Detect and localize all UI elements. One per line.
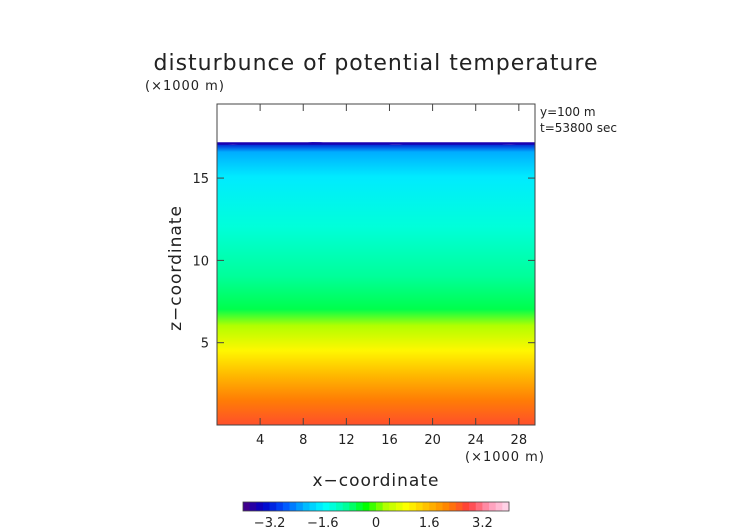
colorbar-segment [429, 502, 437, 511]
colorbar-segment [415, 502, 423, 511]
colorbar-segment [376, 502, 384, 511]
colorbar-frame [242, 501, 510, 512]
colorbar-segment [482, 502, 490, 511]
plot-frame [216, 103, 536, 426]
colorbar-segment [462, 502, 470, 511]
x-tick-label: 20 [424, 433, 441, 448]
y-tick-label: 5 [201, 337, 209, 352]
colorbar-segment [289, 502, 297, 511]
colorbar-segment [296, 502, 304, 511]
colorbar-tick-label: −3.2 [254, 516, 286, 531]
colorbar-segment [249, 502, 257, 511]
y-tick-label: 10 [192, 254, 209, 269]
colorbar-segment [435, 502, 443, 511]
colorbar-segment [495, 502, 503, 511]
x-tick-label: 16 [381, 433, 398, 448]
x-tick-label: 24 [467, 433, 484, 448]
colorbar-segment [256, 502, 264, 511]
x-tick-label: 4 [256, 433, 264, 448]
colorbar-segment [362, 502, 370, 511]
colorbar-segment [442, 502, 450, 511]
colorbar-segment [502, 502, 510, 511]
colorbar-segment [322, 502, 330, 511]
y-unit-note: (×1000 m) [145, 79, 225, 94]
colorbar-segment [369, 502, 377, 511]
colorbar-segment [276, 502, 284, 511]
annotation-time: t=53800 sec [540, 121, 617, 135]
heatmap-plot-area: 4 8 12 16 20 24 28 5 10 15 [192, 103, 536, 448]
colorbar-segment [382, 502, 390, 511]
colorbar-segment [469, 502, 477, 511]
colorbar-segment [336, 502, 344, 511]
colorbar: −3.2 −1.6 0 1.6 3.2 [242, 501, 510, 531]
colorbar-segment [269, 502, 277, 511]
colorbar-segment [489, 502, 497, 511]
colorbar-segment [349, 502, 357, 511]
annotation-y: y=100 m [540, 105, 596, 119]
colorbar-segment [409, 502, 417, 511]
colorbar-segment [262, 502, 270, 511]
y-tick-label: 15 [192, 172, 209, 187]
colorbar-segment [402, 502, 410, 511]
colorbar-tick-label: 0 [372, 516, 380, 531]
x-tick-label: 8 [299, 433, 307, 448]
colorbar-segment [389, 502, 397, 511]
x-axis-label: x−coordinate [313, 471, 440, 491]
colorbar-tick-label: −1.6 [307, 516, 339, 531]
colorbar-segment [342, 502, 350, 511]
colorbar-segment [243, 502, 251, 511]
colorbar-segment [395, 502, 403, 511]
colorbar-segment [309, 502, 317, 511]
colorbar-segment [356, 502, 364, 511]
colorbar-segment [475, 502, 483, 511]
colorbar-segment [316, 502, 324, 511]
colorbar-segment [329, 502, 337, 511]
chart-title: disturbunce of potential temperature [154, 51, 599, 76]
heatmap-field [217, 142, 535, 425]
y-axis-label: z−coordinate [166, 205, 186, 331]
colorbar-segment [449, 502, 457, 511]
colorbar-tick-label: 1.6 [419, 516, 440, 531]
colorbar-tick-label: 3.2 [472, 516, 493, 531]
colorbar-segment [282, 502, 290, 511]
x-axis-unit: (×1000 m) [465, 450, 545, 465]
colorbar-segment [302, 502, 310, 511]
x-tick-label: 28 [511, 433, 528, 448]
colorbar-segment [455, 502, 463, 511]
x-tick-label: 12 [338, 433, 355, 448]
colorbar-segment [422, 502, 430, 511]
